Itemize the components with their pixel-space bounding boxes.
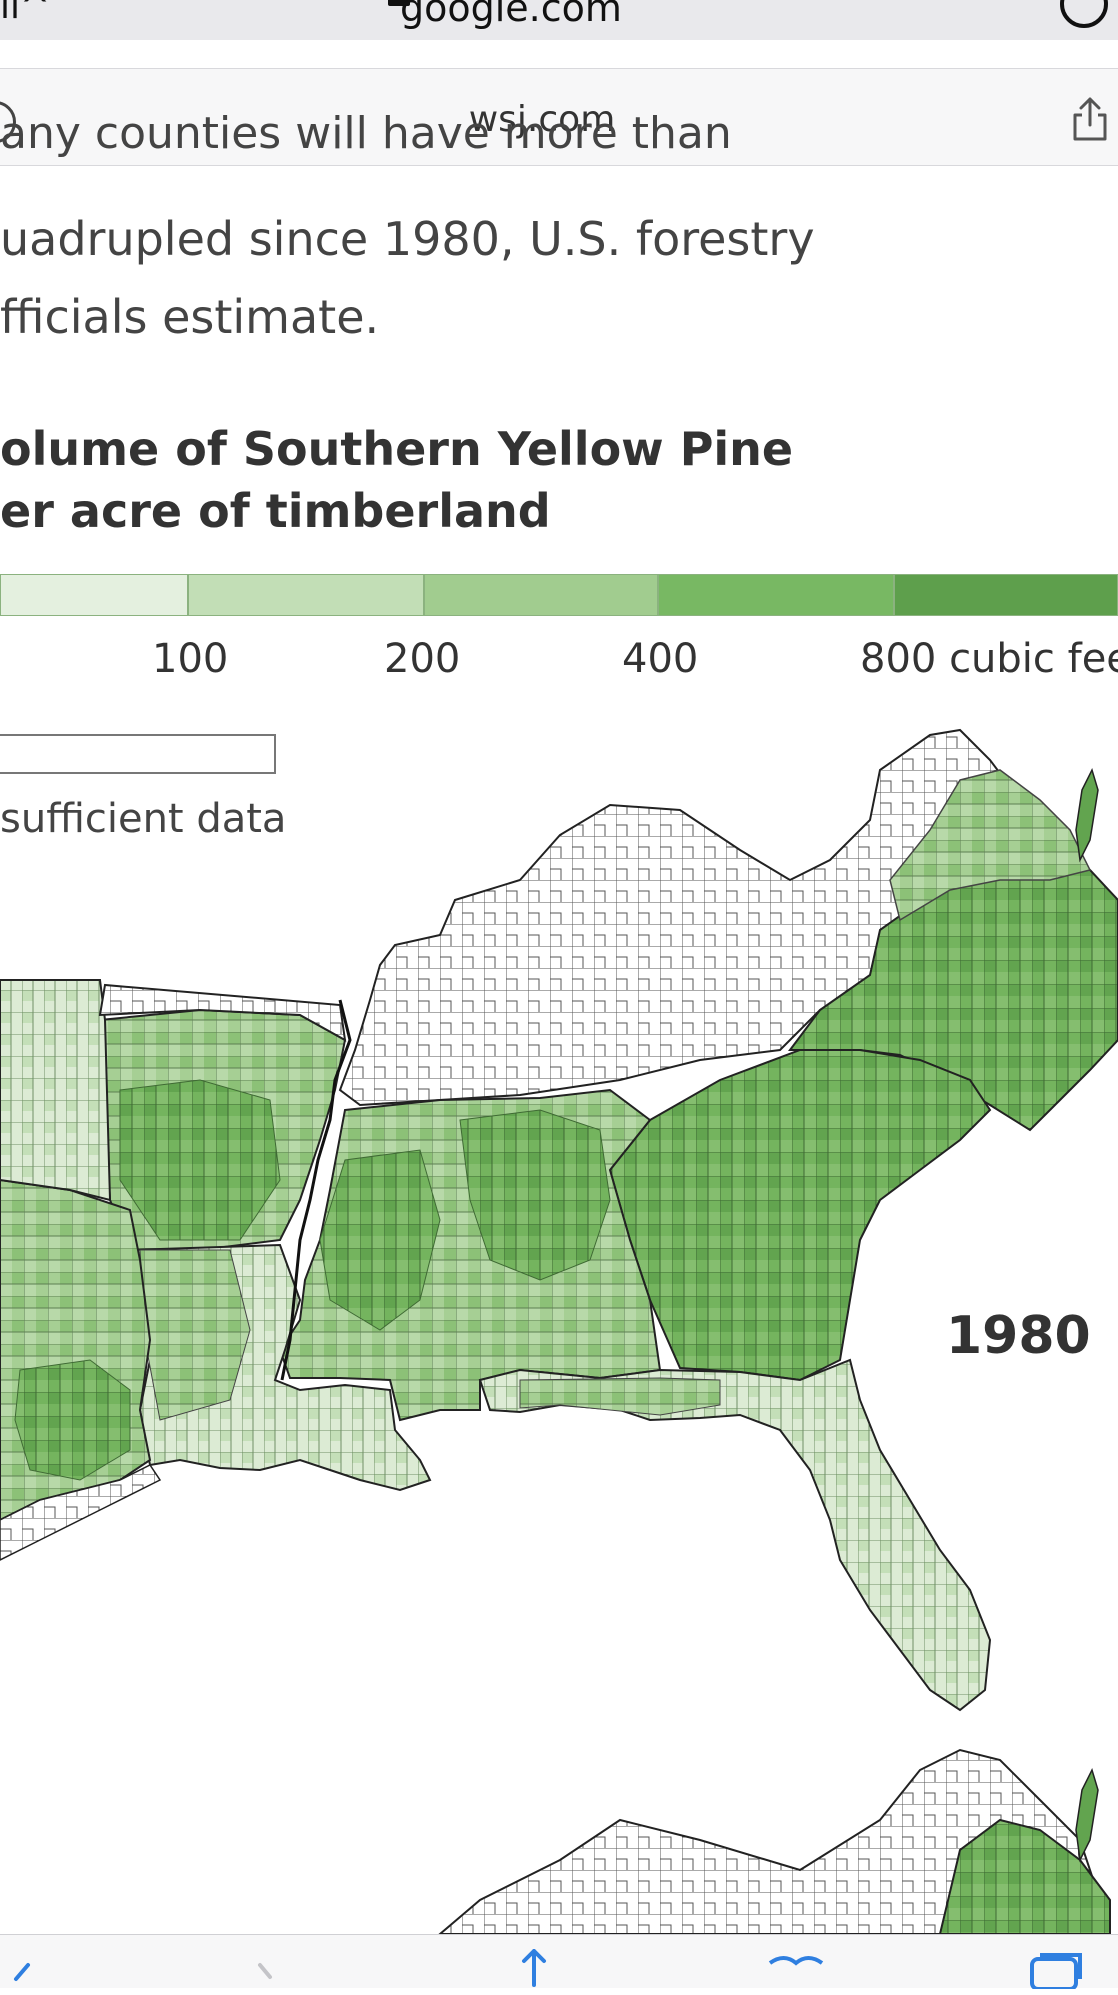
bottom-toolbar	[0, 1934, 1118, 1991]
legend-bin-5	[894, 574, 1118, 616]
legend-bin-3	[424, 574, 658, 616]
region-inset-virginia	[938, 1818, 1111, 1934]
lock-icon	[388, 0, 410, 6]
region-missouri	[98, 983, 347, 1042]
url-bar[interactable]: wsj.com	[0, 68, 1118, 166]
map-title-line-2: er acre of timberland	[0, 484, 551, 538]
status-left-fragment: ıl^	[0, 0, 51, 27]
year-label-1980: 1980	[946, 1306, 1091, 1366]
region-florida	[478, 1358, 992, 1712]
region-oklahoma	[0, 979, 112, 1202]
region-texas-west-white	[0, 1464, 162, 1561]
article-cut-line: any counties will have more than	[0, 108, 732, 159]
mississippi-river	[280, 999, 352, 1381]
legend-bin-1	[0, 574, 188, 616]
region-virginia-light	[889, 769, 1092, 922]
region-arkansas-dark	[119, 1079, 281, 1241]
status-domain: google.com	[400, 0, 622, 30]
insufficient-data-label: sufficient data	[0, 796, 287, 842]
legend-tick-100: 100	[152, 636, 229, 682]
region-mississippi-dark	[319, 1149, 441, 1331]
legend-tick-800: 800 cubic feet	[860, 636, 1118, 682]
url-text[interactable]: wsj.com	[468, 99, 616, 140]
share-icon[interactable]	[1070, 95, 1110, 147]
region-florida-panhandle-mid	[519, 1377, 721, 1416]
legend-tick-400: 400	[622, 636, 699, 682]
bookmarks-icon[interactable]	[766, 1949, 826, 1993]
region-alabama-dark	[459, 1109, 611, 1281]
article-line-1: uadrupled since 1980, U.S. forestry	[0, 212, 815, 266]
choropleth-map	[0, 728, 1118, 1934]
region-texas-dark	[14, 1359, 131, 1481]
insufficient-data-swatch	[0, 734, 276, 774]
island-outer-banks	[1075, 767, 1099, 863]
article-line-2: fficials estimate.	[0, 290, 380, 344]
legend-bin-2	[188, 574, 424, 616]
tabs-icon[interactable]	[1026, 1949, 1086, 1993]
share-icon[interactable]	[514, 1948, 554, 1993]
map-title-line-1: olume of Southern Yellow Pine	[0, 422, 794, 476]
status-strip: ıl^ google.com	[0, 0, 1118, 40]
forward-icon[interactable]	[256, 1961, 276, 1995]
back-icon[interactable]	[12, 1961, 32, 1995]
map-title: olume of Southern Yellow Pine er acre of…	[0, 418, 793, 542]
legend-tick-200: 200	[384, 636, 461, 682]
region-georgia-carolina	[608, 1049, 992, 1382]
legend-bar	[0, 574, 1118, 616]
legend-bin-4	[658, 574, 894, 616]
island-inset-outer-banks	[1075, 1767, 1099, 1863]
